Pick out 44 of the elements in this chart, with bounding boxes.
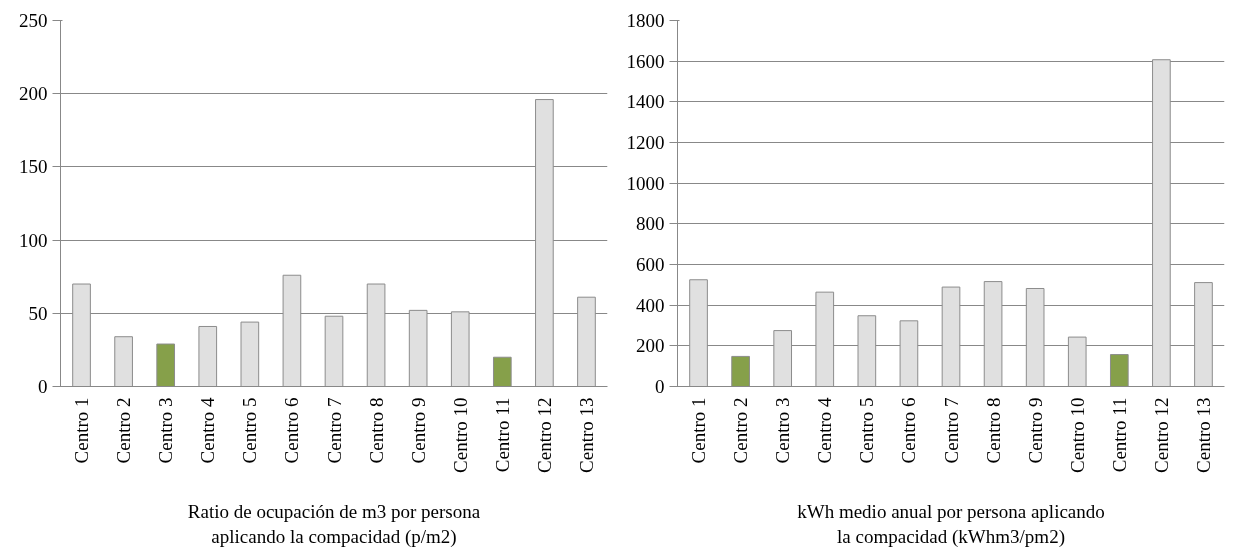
x-tick-label: Centro 8 bbox=[365, 397, 387, 464]
y-tick-label: 150 bbox=[19, 156, 48, 178]
x-tick-label: Centro 12 bbox=[1150, 397, 1172, 473]
y-tick-label: 400 bbox=[636, 294, 665, 316]
x-tick-label: Centro 11 bbox=[1108, 397, 1130, 473]
x-tick-label: Centro 1 bbox=[688, 397, 710, 464]
x-tick-label: Centro 6 bbox=[281, 397, 303, 464]
x-tick-label: Centro 5 bbox=[856, 397, 878, 464]
y-tick-label: 1800 bbox=[626, 10, 665, 31]
y-tick-label: 1600 bbox=[626, 50, 665, 72]
x-tick-label: Centro 10 bbox=[449, 397, 471, 473]
x-tick-label: Centro 4 bbox=[197, 397, 219, 464]
x-tick-label: Centro 8 bbox=[982, 397, 1004, 464]
y-tick-label: 250 bbox=[19, 10, 48, 31]
x-tick-label: Centro 3 bbox=[155, 397, 177, 464]
y-tick-label: 1000 bbox=[626, 172, 665, 194]
x-tick-label: Centro 1 bbox=[71, 397, 93, 464]
y-tick-label: 600 bbox=[636, 254, 665, 275]
y-tick-label: 1200 bbox=[626, 132, 665, 153]
y-tick-label: 0 bbox=[655, 376, 665, 397]
x-tick-label: Centro 11 bbox=[491, 397, 513, 473]
y-tick-label: 1400 bbox=[626, 91, 665, 113]
x-tick-label: Centro 3 bbox=[772, 397, 794, 464]
x-tick-label: Centro 4 bbox=[814, 397, 836, 464]
x-axis-title: Ratio de ocupación de m3 por persona aplicando la compacidad (p/m2) bbox=[187, 500, 481, 549]
x-tick-label: Centro 9 bbox=[1024, 397, 1046, 464]
x-tick-label: Centro 2 bbox=[113, 397, 135, 464]
x-tick-label: Centro 2 bbox=[730, 397, 752, 464]
x-tick-label: Centro 7 bbox=[323, 397, 345, 464]
y-tick-label: 800 bbox=[636, 213, 665, 235]
x-tick-label: Centro 7 bbox=[940, 397, 962, 464]
y-tick-label: 200 bbox=[19, 83, 48, 105]
y-tick-label: 50 bbox=[28, 302, 48, 324]
x-tick-label: Centro 6 bbox=[898, 397, 920, 464]
x-tick-label: Centro 9 bbox=[407, 397, 429, 464]
y-tick-label: 100 bbox=[19, 229, 48, 251]
x-tick-label: Centro 13 bbox=[1192, 397, 1214, 473]
x-tick-label: Centro 12 bbox=[533, 397, 555, 473]
x-tick-label: Centro 13 bbox=[575, 397, 597, 473]
y-tick-label: 0 bbox=[38, 376, 48, 397]
x-axis-title: kWh medio anual por persona aplicando la compacidad (kWhm3/pm2) bbox=[797, 500, 1105, 549]
x-tick-label: Centro 10 bbox=[1066, 397, 1088, 473]
y-tick-label: 200 bbox=[636, 335, 665, 357]
x-tick-label: Centro 5 bbox=[239, 397, 261, 464]
